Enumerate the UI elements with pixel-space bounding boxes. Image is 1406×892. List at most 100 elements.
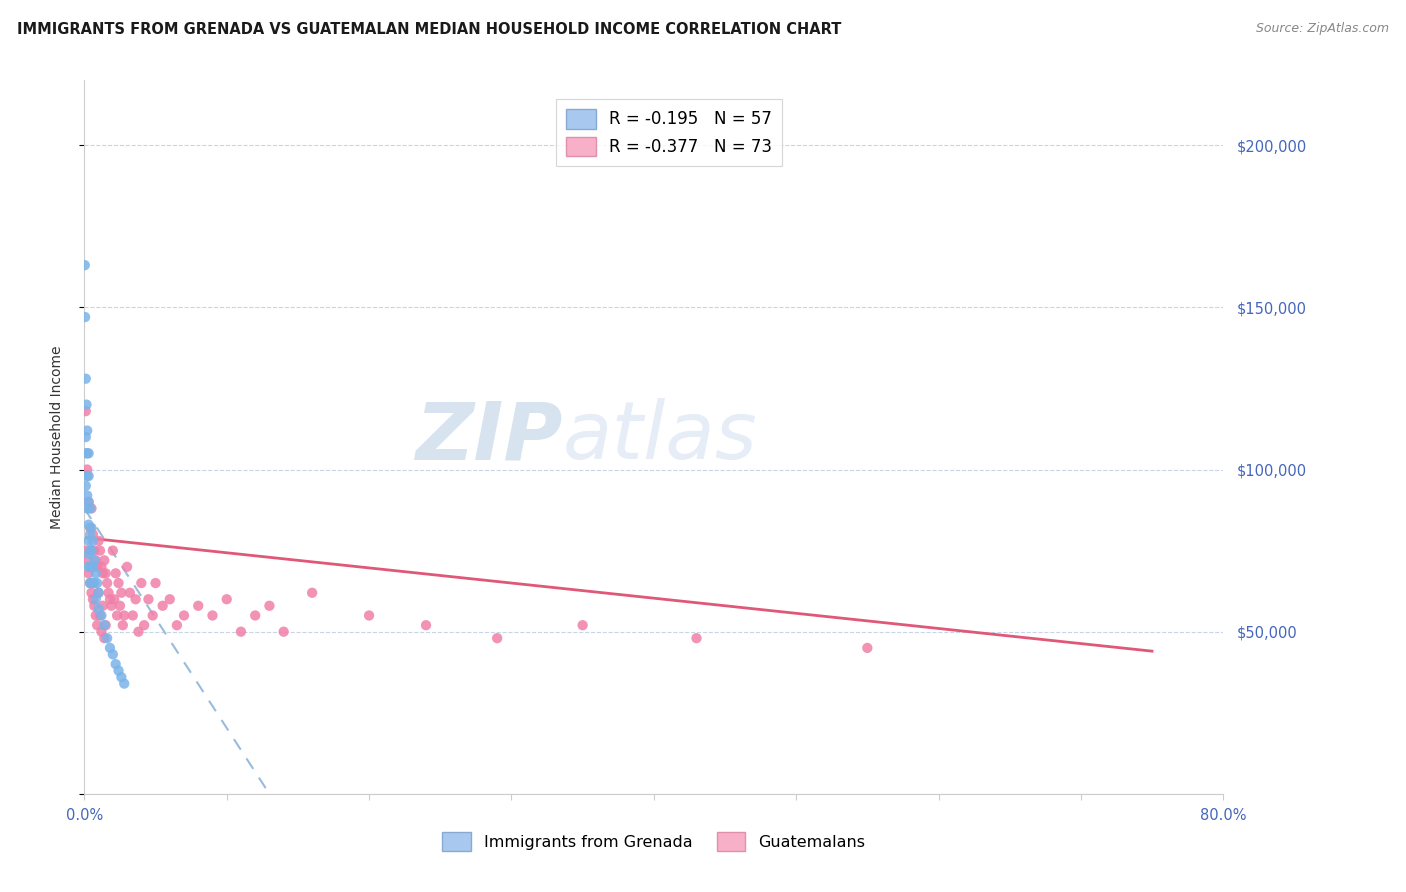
Point [77, 495, 100, 509]
Point [91, 599, 114, 613]
Point [79, 576, 101, 591]
Point [104, 657, 127, 672]
Point [104, 566, 127, 581]
Point [73, 258, 96, 272]
Point [124, 592, 146, 607]
Point [89, 543, 111, 558]
Point [80, 576, 103, 591]
Point [259, 599, 281, 613]
Point [87, 586, 110, 600]
Point [84, 608, 107, 623]
Point [80, 586, 103, 600]
Point [75, 310, 97, 324]
Point [98, 592, 121, 607]
Point [75, 404, 97, 418]
Point [110, 670, 132, 684]
Point [173, 608, 195, 623]
Point [134, 618, 156, 632]
Point [82, 533, 104, 548]
Point [77, 559, 100, 574]
Point [94, 618, 117, 632]
Point [101, 543, 124, 558]
Point [80, 543, 103, 558]
Point [91, 566, 114, 581]
Point [75, 430, 97, 444]
Point [79, 576, 101, 591]
Point [80, 559, 103, 574]
Point [112, 608, 135, 623]
Point [76, 488, 98, 502]
Point [75, 479, 97, 493]
Point [685, 631, 707, 645]
Point [84, 592, 107, 607]
Point [215, 592, 238, 607]
Point [84, 553, 107, 567]
Point [77, 446, 100, 460]
Point [75, 372, 97, 386]
Point [82, 559, 104, 574]
Point [83, 553, 105, 567]
Point [83, 599, 105, 613]
Point [100, 599, 122, 613]
Point [101, 648, 124, 662]
Point [77, 495, 100, 509]
Point [145, 576, 167, 591]
Point [76, 398, 98, 412]
Point [77, 469, 100, 483]
Point [87, 533, 110, 548]
Point [121, 608, 143, 623]
Point [245, 608, 267, 623]
Point [159, 592, 181, 607]
Point [115, 559, 138, 574]
Point [152, 599, 174, 613]
Point [108, 599, 131, 613]
Point [76, 501, 98, 516]
Point [415, 618, 437, 632]
Point [90, 624, 112, 639]
Point [77, 547, 100, 561]
Point [131, 576, 153, 591]
Point [111, 618, 134, 632]
Point [359, 608, 381, 623]
Point [93, 553, 115, 567]
Point [89, 608, 111, 623]
Point [301, 586, 323, 600]
Point [76, 469, 98, 483]
Point [90, 608, 112, 623]
Point [96, 576, 118, 591]
Point [107, 576, 129, 591]
Point [77, 517, 100, 532]
Point [97, 586, 120, 600]
Point [103, 592, 125, 607]
Point [86, 559, 108, 574]
Point [79, 559, 101, 574]
Point [80, 501, 103, 516]
Point [96, 631, 118, 645]
Point [82, 576, 104, 591]
Legend: Immigrants from Grenada, Guatemalans: Immigrants from Grenada, Guatemalans [436, 826, 872, 857]
Point [110, 586, 132, 600]
Point [93, 618, 115, 632]
Point [201, 608, 224, 623]
Point [84, 566, 107, 581]
Point [94, 566, 117, 581]
Point [76, 553, 98, 567]
Point [107, 664, 129, 678]
Point [486, 631, 509, 645]
Point [166, 618, 188, 632]
Point [83, 576, 105, 591]
Point [142, 608, 165, 623]
Point [87, 602, 110, 616]
Point [82, 527, 104, 541]
Point [76, 462, 98, 476]
Y-axis label: Median Household Income: Median Household Income [49, 345, 63, 529]
Point [273, 624, 295, 639]
Point [93, 631, 115, 645]
Point [80, 521, 103, 535]
Point [80, 543, 103, 558]
Point [187, 599, 209, 613]
Point [856, 640, 879, 655]
Point [87, 586, 110, 600]
Point [127, 624, 149, 639]
Text: ZIP: ZIP [415, 398, 562, 476]
